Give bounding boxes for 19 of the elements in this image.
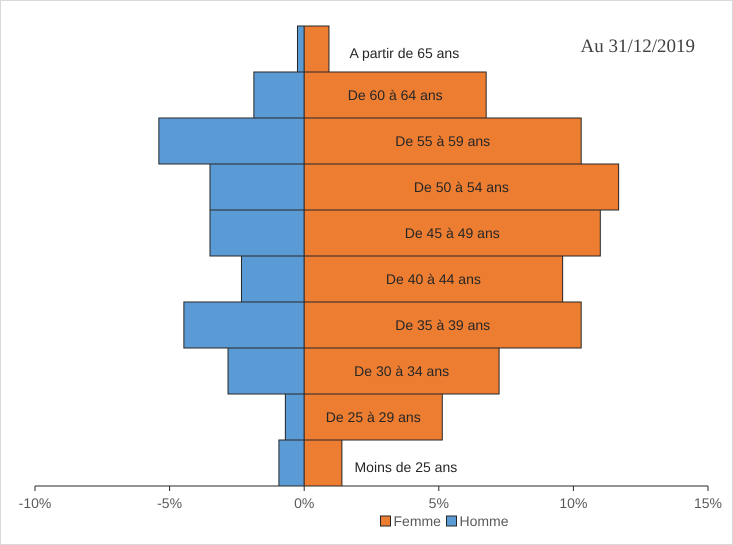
x-tick-label: 5% [428,495,449,511]
x-tick-label: 0% [294,495,314,511]
x-tick-label: 10% [559,495,588,511]
y-tick-label: De 55 à 59 ans [395,133,490,149]
y-tick-label: De 25 à 29 ans [326,409,421,425]
legend-label: Femme [394,513,442,529]
legend-label: Homme [460,513,509,529]
y-tick-label: De 40 à 44 ans [386,271,481,287]
y-tick-label: De 30 à 34 ans [354,363,450,379]
x-tick-label: 15% [694,495,722,511]
x-tick-label: -10% [18,495,52,511]
y-tick-label: De 60 à 64 ans [348,87,443,103]
y-tick-label: De 35 à 39 ans [395,317,490,333]
y-tick-label: De 45 à 49 ans [404,225,500,241]
y-tick-label: Moins de 25 ans [354,459,458,475]
y-tick-label: A partir de 65 ans [349,45,460,61]
annotation: Au 31/12/2019 [580,36,695,57]
x-tick-label: -5% [157,495,182,511]
y-tick-label: De 50 à 54 ans [414,179,509,195]
